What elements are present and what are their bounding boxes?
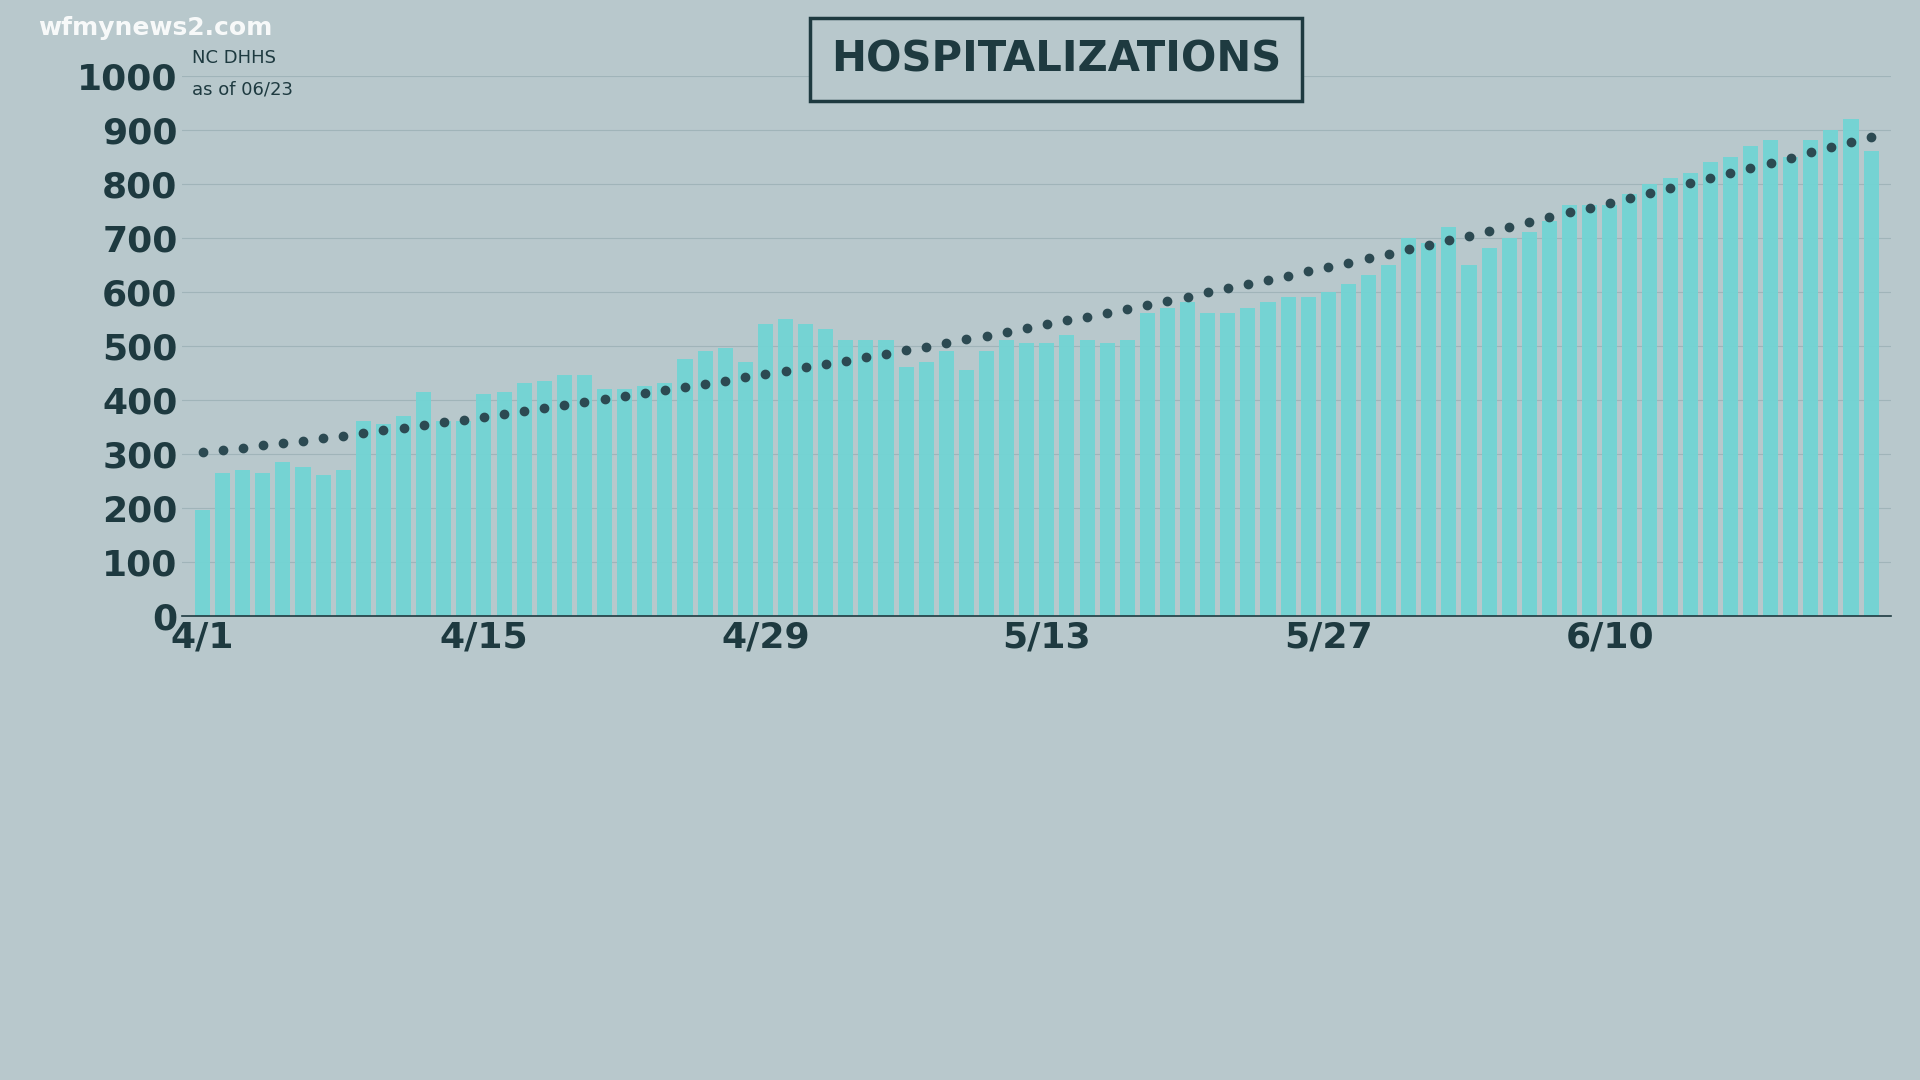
Bar [758,324,774,616]
Bar [1260,302,1275,616]
Bar [899,367,914,616]
Bar [1380,265,1396,616]
Bar [1642,184,1657,616]
Bar [1482,248,1498,616]
Bar [1703,162,1718,616]
Bar [1743,146,1759,616]
Bar [1442,227,1457,616]
Bar [1060,335,1075,616]
Text: wfmynews2.com: wfmynews2.com [38,16,273,40]
Bar [1200,313,1215,616]
Bar [1039,343,1054,616]
Bar [718,348,733,616]
Bar [637,387,653,616]
Bar [1722,157,1738,616]
Bar [1803,140,1818,616]
Bar [576,375,591,616]
Bar [939,351,954,616]
Bar [476,394,492,616]
Bar [678,359,693,616]
Text: NC DHHS: NC DHHS [192,49,276,67]
Bar [979,351,995,616]
Bar [1300,297,1315,616]
Bar [417,391,432,616]
Bar [1582,205,1597,616]
Bar [616,389,632,616]
Bar [1361,275,1377,616]
Bar [1421,243,1436,616]
Text: as of 06/23: as of 06/23 [192,81,294,99]
Bar [799,324,814,616]
Bar [657,383,672,616]
Bar [737,362,753,616]
Bar [1321,292,1336,616]
Bar [234,470,250,616]
Bar [1563,205,1576,616]
Bar [597,389,612,616]
Bar [1119,340,1135,616]
Bar [1340,283,1356,616]
Bar [1763,140,1778,616]
Bar [1784,157,1799,616]
Bar [516,383,532,616]
Bar [215,473,230,616]
Bar [275,462,290,616]
Bar [1020,343,1035,616]
Bar [918,362,933,616]
Bar [1523,232,1536,616]
Bar [697,351,712,616]
Bar [436,421,451,616]
Bar [1079,340,1094,616]
Bar [1501,238,1517,616]
Bar [1601,205,1617,616]
Bar [557,375,572,616]
Bar [1160,308,1175,616]
Bar [839,340,852,616]
Bar [1843,119,1859,616]
Bar [958,369,973,616]
Bar [1240,308,1256,616]
Bar [1682,173,1697,616]
Bar [538,381,551,616]
Bar [296,467,311,616]
Bar [879,340,893,616]
Bar [336,470,351,616]
Bar [778,319,793,616]
Bar [1140,313,1156,616]
Bar [1622,194,1638,616]
Bar [1542,221,1557,616]
Bar [1281,297,1296,616]
Bar [355,421,371,616]
Bar [497,391,511,616]
Bar [1663,178,1678,616]
Text: HOSPITALIZATIONS: HOSPITALIZATIONS [831,39,1281,80]
Bar [376,423,392,616]
Bar [1461,265,1476,616]
Bar [1221,313,1235,616]
Bar [1864,151,1878,616]
Bar [998,340,1014,616]
Bar [818,329,833,616]
Bar [1402,238,1417,616]
Bar [396,416,411,616]
Bar [1824,130,1839,616]
Bar [255,473,271,616]
Bar [1100,343,1116,616]
Bar [858,340,874,616]
Bar [315,475,330,616]
Bar [1181,302,1194,616]
Bar [457,421,472,616]
Bar [196,510,209,616]
